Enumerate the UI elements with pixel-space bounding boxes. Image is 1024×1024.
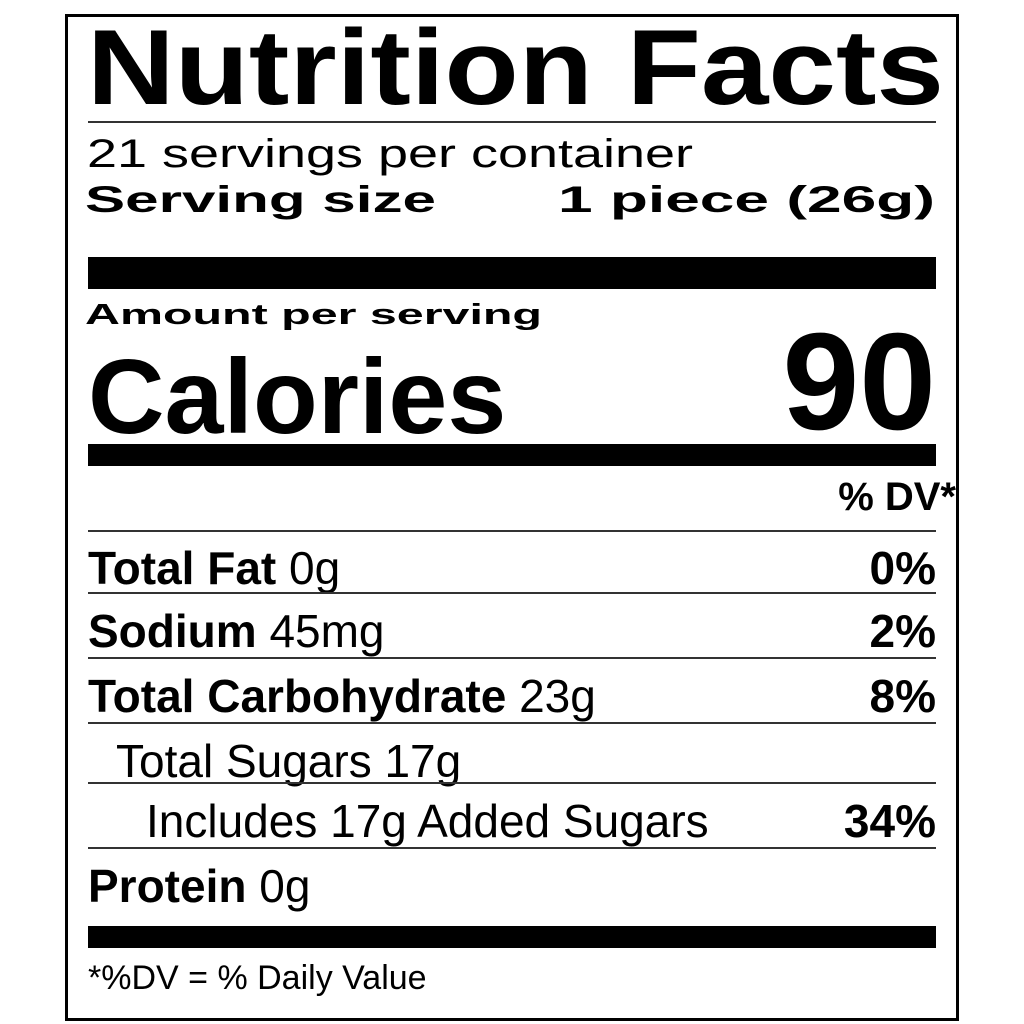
svg-text:21 servings per container: 21 servings per container [87,132,693,176]
svg-text:Amount per serving: Amount per serving [85,299,542,331]
svg-text:Serving size: Serving size [85,179,436,220]
svg-text:1 piece (26g): 1 piece (26g) [558,179,935,220]
svg-text:Nutrition Facts: Nutrition Facts [87,12,944,122]
